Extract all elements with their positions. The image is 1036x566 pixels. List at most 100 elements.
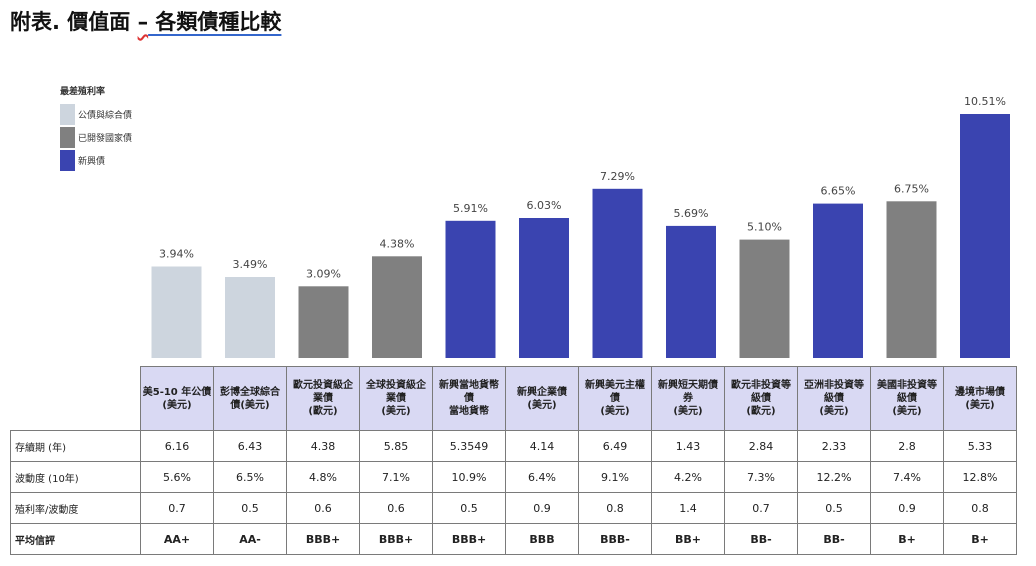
table-header-cell: 亞洲非投資等 級債 (美元) [797, 366, 871, 431]
bar-value-label: 5.69% [674, 207, 709, 220]
legend: 最差殖利率 公債與綜合債 已開發國家債 新興債 [60, 84, 132, 172]
bar-value-label: 3.94% [159, 248, 194, 261]
header-line: 歐元投資級企 [293, 380, 353, 391]
table-cell: BBB+ [359, 523, 433, 555]
table-row: 存續期 (年) 6.16 6.43 4.38 5.85 5.3549 4.14 6.49 1.4… [10, 430, 1017, 462]
row-label: 平均信評 [10, 523, 141, 555]
header-line: 邊境市場債 [955, 386, 1005, 398]
table-header-cell: 彭博全球綜合 債(美元) [213, 366, 287, 431]
table-cell: 0.8 [943, 492, 1017, 524]
legend-swatch [60, 127, 75, 148]
table-cell: 1.43 [651, 430, 725, 462]
bar [445, 220, 496, 358]
header-line: (美元) [162, 399, 192, 411]
table-cell: 2.84 [724, 430, 798, 462]
table-cell: 0.6 [359, 492, 433, 524]
legend-swatch [60, 150, 75, 171]
table-cell: 0.5 [432, 492, 506, 524]
header-line: 新興美元主權 [585, 380, 645, 391]
table-cell: B+ [943, 523, 1017, 555]
table-cell: B+ [870, 523, 944, 555]
table-cell: 4.14 [505, 430, 579, 462]
header-line: 券 [683, 393, 693, 404]
header-line: (歐元) [746, 406, 776, 417]
table-cell: 6.16 [140, 430, 214, 462]
bar-value-label: 6.75% [894, 182, 929, 195]
header-line: (美元) [892, 406, 922, 417]
header-line: (美元) [965, 399, 995, 411]
table-cell: 12.2% [797, 461, 871, 493]
header-line: 新興當地貨幣 [439, 380, 499, 391]
bar [372, 256, 422, 358]
header-line: 歐元非投資等 [731, 380, 791, 391]
table-row: 波動度 (10年) 5.6% 6.5% 4.8% 7.1% 10.9% 6.4% 9.1% 4.… [10, 461, 1017, 493]
table-header-cell: 新興企業債 (美元) [505, 366, 579, 431]
table-cell: BBB+ [432, 523, 506, 555]
table-header-cell: 美5-10 年公債 (美元) [140, 366, 214, 431]
table-row: 平均信評 AA+ AA- BBB+ BBB+ BBB+ BBB BBB- BB+ BB- BB- B+… [10, 523, 1017, 555]
title-underlined: 各類債種比較 [148, 10, 282, 34]
table-cell: BBB- [578, 523, 652, 555]
header-line: (歐元) [308, 406, 338, 417]
table-cell: 4.2% [651, 461, 725, 493]
legend-item: 已開發國家債 [60, 126, 132, 149]
table-cell: 5.85 [359, 430, 433, 462]
table-cell: 6.4% [505, 461, 579, 493]
table-cell: 0.5 [797, 492, 871, 524]
row-label: 波動度 (10年) [10, 461, 141, 493]
table-cell: BBB [505, 523, 579, 555]
table-cell: 0.7 [724, 492, 798, 524]
legend-title: 最差殖利率 [60, 87, 106, 97]
table-cell: 0.6 [286, 492, 360, 524]
header-line: 美國非投資等 [877, 380, 937, 391]
legend-label: 新興債 [78, 157, 106, 167]
table-row: 殖利率/波動度 0.7 0.5 0.6 0.6 0.5 0.9 0.8 1.4 0.7 0.5 0.9… [10, 492, 1017, 524]
table-cell: 12.8% [943, 461, 1017, 493]
legend-label: 公債與綜合債 [78, 111, 133, 121]
bar [813, 203, 863, 358]
legend-swatch [60, 104, 75, 125]
bar-value-label: 6.03% [527, 199, 562, 212]
header-line: 新興短天期債 [658, 380, 718, 391]
table-cell: 5.3549 [432, 430, 506, 462]
table-header-cell: 新興短天期債券 (美元) [651, 366, 725, 431]
header-line: 美5-10 年公債 [142, 386, 212, 398]
table-cell: BB+ [651, 523, 725, 555]
bar [592, 188, 643, 358]
bar-value-label: 3.49% [233, 258, 268, 271]
legend-item: 新興債 [60, 149, 132, 172]
table-header-cell: 新興當地貨幣債當地貨幣 [432, 366, 506, 431]
table-cell: 0.8 [578, 492, 652, 524]
table-cell: BB- [724, 523, 798, 555]
table-cell: 7.4% [870, 461, 944, 493]
table-cell: 2.8 [870, 430, 944, 462]
header-line: 級債 [897, 393, 917, 404]
bar [151, 266, 202, 358]
table-corner [10, 366, 141, 431]
table-cell: 6.49 [578, 430, 652, 462]
header-line: 全球投資級企 [366, 380, 426, 391]
table-header-cell: 歐元非投資等 級債 (歐元) [724, 366, 798, 431]
header-line: (美元) [819, 406, 849, 417]
bar-value-label: 6.65% [821, 185, 856, 198]
row-label: 存續期 (年) [10, 430, 141, 462]
table-cell: 2.33 [797, 430, 871, 462]
bar [298, 286, 349, 358]
table-cell: 5.6% [140, 461, 214, 493]
bar-value-label: 4.38% [380, 237, 415, 250]
legend-label: 已開發國家債 [78, 134, 133, 144]
header-line: 級債 [824, 393, 844, 404]
bar [225, 277, 275, 358]
table-header-cell: 歐元投資級企 業債 (歐元) [286, 366, 360, 431]
header-line: 債 [464, 393, 474, 404]
bar-value-label: 3.09% [306, 267, 341, 280]
table-cell: 4.8% [286, 461, 360, 493]
bar-value-label: 10.51% [964, 95, 1006, 108]
header-line: (美元) [381, 406, 411, 417]
table-cell: 5.33 [943, 430, 1017, 462]
table-cell: 0.7 [140, 492, 214, 524]
header-line: 債 [610, 393, 620, 404]
table-cell: 0.9 [505, 492, 579, 524]
table-cell: 7.3% [724, 461, 798, 493]
header-line: 彭博全球綜合 [220, 386, 280, 398]
